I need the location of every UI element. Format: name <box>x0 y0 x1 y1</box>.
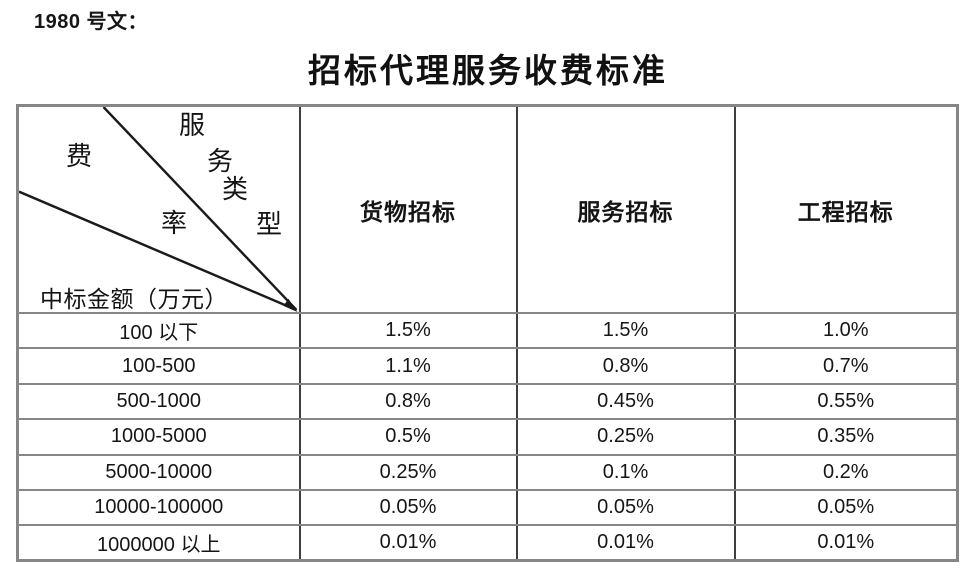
table-row: 100-500 1.1% 0.8% 0.7% <box>16 347 959 385</box>
cell-value: 0.01% <box>298 524 518 562</box>
table-row: 1000-5000 0.5% 0.25% 0.35% <box>16 418 959 456</box>
cell-value: 0.05% <box>733 488 959 527</box>
table-row: 100 以下 1.5% 1.5% 1.0% <box>16 311 959 350</box>
corner-label-service-type-char: 型 <box>256 210 283 239</box>
row-label: 1000000 以上 <box>16 524 301 562</box>
cell-value: 0.2% <box>733 453 959 491</box>
cell-value: 1.5% <box>298 311 518 350</box>
document-number-label: 1980 号文： <box>34 11 149 33</box>
corner-label-fee-rate-char: 率 <box>161 209 188 238</box>
cell-value: 0.45% <box>515 382 736 421</box>
column-header-goods: 货物招标 <box>298 104 518 314</box>
corner-label-bid-amount: 中标金额（万元） <box>40 287 228 312</box>
table-row: 5000-10000 0.25% 0.1% 0.2% <box>16 453 959 491</box>
cell-value: 1.1% <box>298 347 518 385</box>
page-title: 招标代理服务收费标准 <box>308 54 668 90</box>
fee-standard-table: 服 务 类 型 费 率 中标金额（万元） 货物招标 服务招标 工程招标 100 … <box>16 104 959 563</box>
cell-value: 0.5% <box>298 418 518 456</box>
cell-value: 0.35% <box>733 418 959 456</box>
corner-label-service-type-char: 类 <box>222 175 249 204</box>
table-row: 10000-100000 0.05% 0.05% 0.05% <box>16 488 959 527</box>
corner-label-fee-rate-char: 费 <box>66 142 93 171</box>
column-header-services: 服务招标 <box>515 104 736 314</box>
cell-value: 0.25% <box>515 418 736 456</box>
corner-label-service-type-char: 务 <box>207 147 234 176</box>
cell-value: 0.01% <box>515 524 736 562</box>
corner-label-service-type-char: 服 <box>179 111 206 140</box>
row-label: 100-500 <box>16 347 301 385</box>
row-label: 100 以下 <box>16 311 301 350</box>
header-row: 服 务 类 型 费 率 中标金额（万元） 货物招标 服务招标 工程招标 <box>16 104 959 314</box>
cell-value: 0.55% <box>733 382 959 421</box>
cell-value: 0.1% <box>515 453 736 491</box>
diagonal-divider-icon <box>19 107 298 312</box>
row-label: 5000-10000 <box>16 453 301 491</box>
cell-value: 0.05% <box>515 488 736 527</box>
cell-value: 1.5% <box>515 311 736 350</box>
cell-value: 0.8% <box>298 382 518 421</box>
row-label: 1000-5000 <box>16 418 301 456</box>
column-header-works: 工程招标 <box>733 104 959 314</box>
cell-value: 0.7% <box>733 347 959 385</box>
cell-value: 0.01% <box>733 524 959 562</box>
table-row: 1000000 以上 0.01% 0.01% 0.01% <box>16 524 959 562</box>
table-row: 500-1000 0.8% 0.45% 0.55% <box>16 382 959 421</box>
cell-value: 0.05% <box>298 488 518 527</box>
cell-value: 1.0% <box>733 311 959 350</box>
row-label: 500-1000 <box>16 382 301 421</box>
corner-header-cell: 服 务 类 型 费 率 中标金额（万元） <box>16 104 301 314</box>
cell-value: 0.8% <box>515 347 736 385</box>
cell-value: 0.25% <box>298 453 518 491</box>
row-label: 10000-100000 <box>16 488 301 527</box>
